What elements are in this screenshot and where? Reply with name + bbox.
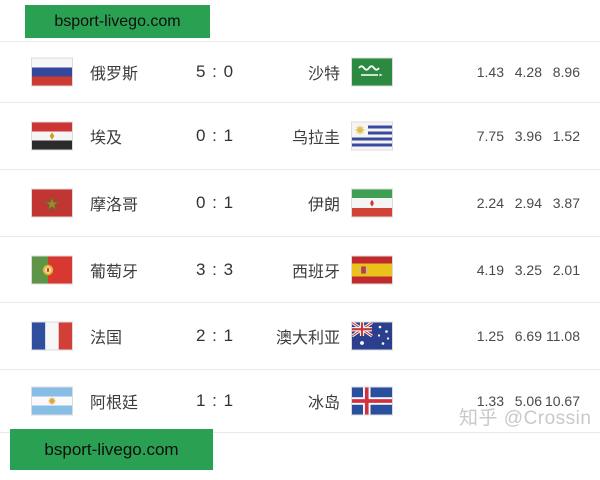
match-row[interactable]: 阿根廷 1 : 1 冰岛 1.33 5.06 10.67 xyxy=(0,370,600,433)
odds-value: 11.08 xyxy=(546,328,580,344)
argentina-flag-icon xyxy=(32,387,72,415)
france-flag-icon xyxy=(32,322,72,350)
odds-value: 3.96 xyxy=(514,128,542,144)
odds-value: 1.43 xyxy=(476,64,504,80)
odds-value: 8.96 xyxy=(552,64,580,80)
away-team-name: 伊朗 xyxy=(307,197,340,214)
iran-flag-icon xyxy=(352,189,392,217)
match-score: 3 : 3 xyxy=(195,259,235,279)
odds-group: 2.24 2.94 3.87 xyxy=(466,195,580,211)
russia-flag-icon xyxy=(32,58,72,86)
match-row[interactable]: 葡萄牙 3 : 3 西班牙 4.19 3.25 2.01 xyxy=(0,237,600,303)
odds-value: 1.52 xyxy=(552,128,580,144)
uruguay-flag-icon xyxy=(352,122,392,150)
odds-group: 7.75 3.96 1.52 xyxy=(466,128,580,144)
odds-value: 5.06 xyxy=(514,393,542,409)
odds-value: 6.69 xyxy=(514,328,542,344)
portugal-flag-icon xyxy=(32,256,72,283)
odds-value: 1.25 xyxy=(476,328,504,344)
away-team-name: 冰岛 xyxy=(307,395,340,412)
watermark-bottom-text: bsport-livego.com xyxy=(44,439,179,459)
watermark-top-badge: bsport-livego.com xyxy=(25,5,210,38)
australia-flag-icon xyxy=(352,322,392,350)
odds-value: 3.87 xyxy=(552,195,580,211)
odds-group: 1.33 5.06 10.67 xyxy=(466,393,580,409)
match-row[interactable]: 法国 2 : 1 澳大利亚 1.25 6.69 11.08 xyxy=(0,303,600,370)
odds-group: 4.19 3.25 2.01 xyxy=(466,262,580,278)
egypt-flag-icon xyxy=(32,122,72,150)
odds-value: 1.33 xyxy=(476,393,504,409)
home-team-name: 葡萄牙 xyxy=(90,263,139,281)
home-team-name: 埃及 xyxy=(90,130,123,147)
odds-value: 2.24 xyxy=(476,195,504,211)
odds-group: 1.43 4.28 8.96 xyxy=(466,64,580,80)
spain-flag-icon xyxy=(352,256,392,283)
away-team-name: 乌拉圭 xyxy=(291,130,340,147)
odds-value: 2.94 xyxy=(514,195,542,211)
match-score: 0 : 1 xyxy=(195,193,235,212)
odds-value: 10.67 xyxy=(544,393,580,409)
morocco-flag-icon xyxy=(32,189,72,217)
top-divider xyxy=(0,41,600,42)
match-row[interactable]: 摩洛哥 0 : 1 伊朗 2.24 2.94 3.87 xyxy=(0,170,600,237)
match-score: 5 : 0 xyxy=(195,62,235,81)
match-score: 1 : 1 xyxy=(195,391,235,410)
zhihu-watermark: 知乎 @Crossin xyxy=(459,408,592,429)
saudi-arabia-flag-icon xyxy=(352,58,392,86)
home-team-name: 阿根廷 xyxy=(90,395,139,412)
odds-value: 7.75 xyxy=(476,128,504,144)
odds-value: 3.25 xyxy=(514,261,542,278)
watermark-bottom-badge: bsport-livego.com xyxy=(10,429,213,470)
home-team-name: 俄罗斯 xyxy=(90,66,139,83)
odds-value: 2.01 xyxy=(552,261,580,278)
iceland-flag-icon xyxy=(352,387,392,415)
away-team-name: 西班牙 xyxy=(291,263,340,281)
match-row[interactable]: 俄罗斯 5 : 0 沙特 1.43 4.28 8.96 xyxy=(0,42,600,103)
home-team-name: 摩洛哥 xyxy=(90,197,139,214)
match-table: 俄罗斯 5 : 0 沙特 1.43 4.28 8.96 埃及 0 : 1 乌拉圭 7… xyxy=(0,42,600,433)
watermark-top-text: bsport-livego.com xyxy=(54,12,181,30)
away-team-name: 沙特 xyxy=(307,66,340,83)
away-team-name: 澳大利亚 xyxy=(275,330,340,347)
odds-value: 4.28 xyxy=(514,64,542,80)
odds-value: 4.19 xyxy=(476,261,504,278)
home-team-name: 法国 xyxy=(90,330,123,347)
match-score: 0 : 1 xyxy=(195,126,235,145)
odds-group: 1.25 6.69 11.08 xyxy=(466,328,580,344)
match-row[interactable]: 埃及 0 : 1 乌拉圭 7.75 3.96 1.52 xyxy=(0,103,600,170)
match-score: 2 : 1 xyxy=(195,326,235,345)
